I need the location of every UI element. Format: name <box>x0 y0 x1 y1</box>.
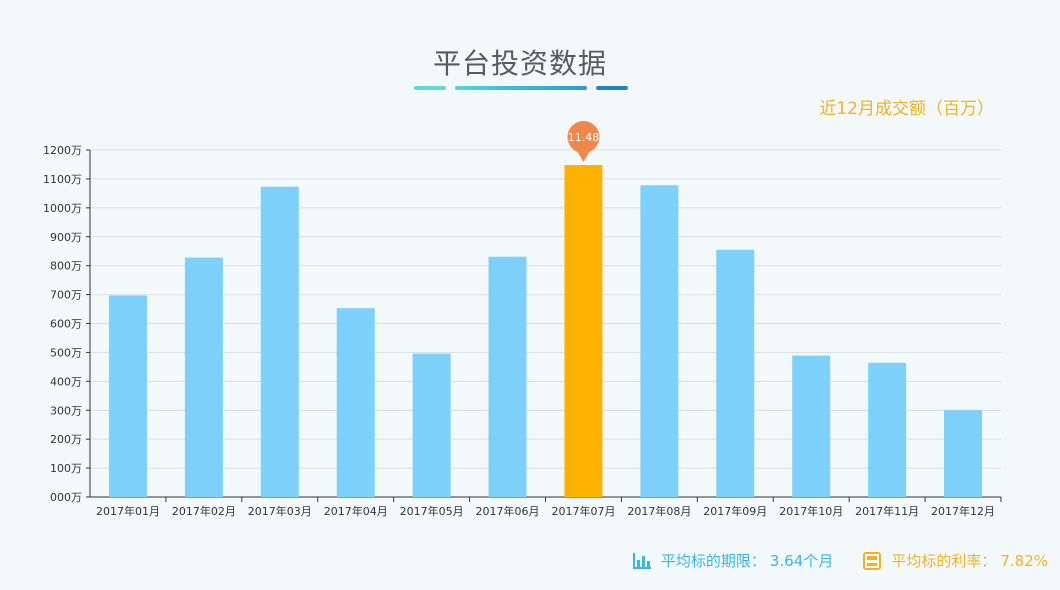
bar-chart: 000万 100万 200万 300万 400万 500万 600万 700万 800万 900万… <box>43 121 1002 518</box>
bar <box>944 410 983 497</box>
footer-stats: 平均标的期限： 3.64个月 平均标的利率： 7.82% <box>603 550 1048 571</box>
bar <box>792 355 831 497</box>
title-underline-left <box>414 86 446 90</box>
y-tick-label: 1200万 <box>43 144 82 157</box>
pin-marker <box>567 121 600 154</box>
title-underline-right <box>596 86 628 90</box>
bar <box>716 249 755 497</box>
x-tick-label: 2017年01月 <box>96 504 160 518</box>
x-tick-label: 2017年02月 <box>172 504 236 518</box>
calculator-icon <box>863 551 882 570</box>
x-tick-label: 2017年05月 <box>400 504 464 518</box>
x-tick-label: 2017年12月 <box>931 504 995 518</box>
x-tick-label: 2017年06月 <box>476 504 540 518</box>
bar <box>564 165 603 497</box>
average-rate-stat: 平均标的利率： 7.82% <box>863 550 1048 571</box>
bar-chart-icon <box>632 552 651 569</box>
y-tick-label: 600万 <box>50 318 82 331</box>
bar <box>640 185 679 498</box>
average-rate-value: 7.82% <box>1000 551 1048 570</box>
x-tick-label: 2017年08月 <box>627 504 691 518</box>
y-tick-label: 1100万 <box>43 173 82 186</box>
chart-subtitle: 近12月成交额（百万） <box>819 99 994 119</box>
bar <box>336 308 375 497</box>
bar <box>108 295 147 497</box>
y-tick-label: 200万 <box>50 433 82 446</box>
pin-tail <box>576 150 591 163</box>
y-tick-label: 000万 <box>50 491 82 504</box>
bar <box>488 256 527 497</box>
x-tick-label: 2017年09月 <box>703 504 767 518</box>
x-tick-label: 2017年11月 <box>855 504 919 518</box>
average-period-value: 3.64个月 <box>769 552 834 570</box>
average-rate-label: 平均标的利率： <box>891 552 997 570</box>
bar <box>412 353 451 497</box>
y-tick-label: 900万 <box>50 231 82 244</box>
average-period-stat: 平均标的期限： 3.64个月 <box>632 550 834 571</box>
x-tick-label: 2017年03月 <box>248 504 312 518</box>
y-tick-label: 500万 <box>50 346 82 359</box>
highlight-value-label: 11.48 <box>568 131 600 144</box>
y-tick-label: 400万 <box>50 375 82 388</box>
title-underline-center <box>455 86 587 90</box>
average-period-label: 平均标的期限： <box>660 552 766 570</box>
bar <box>184 257 223 497</box>
x-tick-label: 2017年04月 <box>324 504 388 518</box>
y-tick-label: 100万 <box>50 462 82 475</box>
chart-title: 平台投资数据 <box>432 47 607 80</box>
bar <box>868 362 907 497</box>
bar <box>260 186 299 497</box>
x-tick-label: 2017年10月 <box>779 504 843 518</box>
y-tick-label: 800万 <box>50 260 82 273</box>
x-tick-label: 2017年07月 <box>551 504 615 518</box>
y-tick-label: 1000万 <box>43 202 82 215</box>
y-tick-label: 700万 <box>50 289 82 302</box>
y-tick-label: 300万 <box>50 404 82 417</box>
